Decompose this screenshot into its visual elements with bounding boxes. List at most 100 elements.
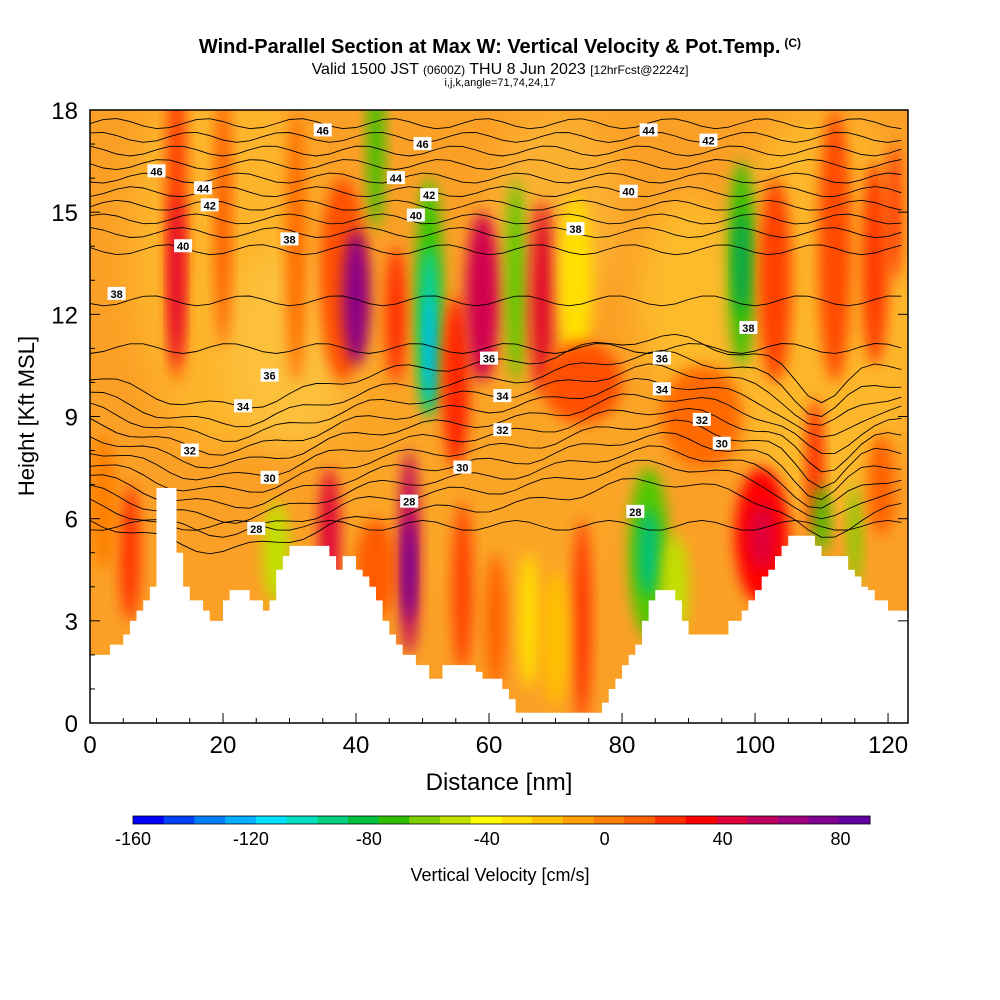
theta-contour-label: 32: [692, 412, 711, 427]
theta-label-text: 40: [410, 211, 422, 223]
theta-label-box: [400, 494, 419, 508]
theta-label-box: [180, 443, 199, 457]
y-tick-label: 3: [65, 609, 78, 636]
x-tick-label: 0: [83, 732, 96, 759]
colorbar-segment: [624, 816, 656, 824]
theta-label-box: [453, 460, 472, 474]
valid-time-local: Valid 1500 JST: [311, 61, 419, 78]
colorbar-segment: [655, 816, 687, 824]
x-tick-label: 120: [868, 732, 908, 759]
theta-label-box: [739, 320, 758, 334]
theta-label-text: 44: [390, 173, 403, 185]
theta-label-box: [260, 368, 279, 382]
theta-label-box: [712, 436, 731, 450]
theta-label-text: 34: [656, 384, 669, 396]
grid-params: i,j,k,angle=71,74,24,17: [444, 77, 556, 89]
theta-label-box: [493, 423, 512, 437]
theta-label-text: 30: [456, 463, 468, 475]
colorbar-segment: [562, 816, 595, 824]
colorbar-segment: [378, 816, 410, 824]
colorbar-label: Vertical Velocity [cm/s]: [410, 865, 589, 885]
colorbar-segment: [347, 816, 380, 824]
theta-label-text: 46: [317, 125, 329, 137]
velocity-cell: [530, 201, 555, 393]
velocity-cell: [542, 569, 569, 706]
velocity-cell: [505, 178, 526, 383]
x-tick-label: 100: [735, 732, 775, 759]
velocity-cell: [403, 518, 415, 621]
colorbar: -160 -120 -80 -40 0 40 80: [115, 815, 871, 849]
theta-label-text: 42: [204, 200, 216, 212]
theta-contour-line: [90, 377, 902, 456]
colorbar-segment: [409, 816, 441, 824]
colorbar-segment: [532, 816, 564, 824]
theta-contour-line: [90, 295, 902, 307]
theta-contour-label: 38: [566, 222, 585, 236]
colorbar-segment: [747, 816, 779, 824]
terrain-mask: [90, 488, 908, 723]
theta-contour-label: 28: [626, 504, 645, 519]
colorbar-tick-label: -40: [474, 829, 500, 849]
valid-time-zulu: (0600Z): [423, 63, 466, 77]
colorbar-segment: [777, 816, 810, 824]
colorbar-segment: [593, 816, 625, 824]
theta-contour-label: 46: [313, 123, 332, 137]
theta-contour-label: 30: [260, 470, 279, 485]
theta-contour-label: 34: [652, 382, 671, 396]
colorbar-tick-label: 40: [713, 829, 733, 849]
theta-contour-line: [90, 419, 902, 493]
colorbar-segment: [839, 816, 871, 824]
theta-contour-label: 44: [194, 181, 213, 195]
theta-label-box: [493, 389, 512, 403]
theta-label-text: 30: [263, 473, 275, 485]
theta-label-text: 44: [197, 183, 210, 195]
colorbar-tick-label: 80: [831, 829, 851, 849]
copyright-mark: (C): [784, 36, 802, 50]
theta-label-box: [194, 181, 213, 195]
velocity-cell: [215, 110, 231, 349]
theta-label-box: [619, 184, 638, 198]
forecast-info: [12hrFcst@2224z]: [590, 63, 689, 77]
theta-label-box: [413, 137, 432, 151]
theta-contour-labels: 4646444240383846444240363432302828363432…: [107, 123, 758, 536]
theta-label-text: 44: [643, 125, 656, 137]
theta-contour-label: 34: [493, 389, 512, 403]
theta-contour-line: [90, 478, 902, 555]
colorbar-segment: [470, 816, 502, 824]
x-axis-label: Distance [nm]: [426, 769, 573, 796]
theta-contour-line: [90, 186, 902, 198]
theta-label-text: 30: [716, 439, 728, 451]
velocity-cell: [90, 433, 117, 570]
theta-label-box: [626, 504, 645, 518]
colorbar-segment: [685, 816, 717, 824]
theta-label-text: 34: [237, 401, 250, 413]
colorbar-tick-label: -120: [233, 829, 269, 849]
velocity-cell: [635, 195, 742, 400]
theta-label-box: [107, 286, 126, 300]
theta-contour-label: 40: [174, 239, 193, 253]
colorbar-segment: [286, 816, 318, 824]
theta-contour-line: [90, 145, 902, 157]
theta-contour-label: 44: [639, 123, 658, 137]
x-axis: 0 20 40 60 80 100 120: [83, 713, 908, 759]
chart-subtitle: Valid 1500 JST (0600Z) THU 8 Jun 2023 [1…: [0, 61, 1000, 79]
theta-label-box: [280, 232, 299, 246]
theta-contour-label: 38: [280, 232, 299, 246]
theta-contour-label: 38: [107, 286, 126, 301]
colorbar-segment: [225, 816, 257, 824]
theta-contour-line: [90, 349, 902, 428]
theta-contour-label: 28: [400, 494, 419, 509]
y-axis-label: Height [Kft MSL]: [14, 336, 39, 496]
theta-label-box: [480, 351, 499, 365]
velocity-cell: [485, 552, 506, 689]
colorbar-segment: [163, 816, 195, 824]
theta-label-text: 38: [569, 224, 581, 236]
theta-label-text: 36: [263, 371, 275, 383]
theta-contour-label: 36: [652, 351, 671, 366]
colorbar-tick-label: 0: [600, 829, 610, 849]
theta-label-text: 46: [150, 166, 162, 178]
velocity-cell: [868, 433, 895, 536]
colorbar-frame: [132, 815, 871, 825]
